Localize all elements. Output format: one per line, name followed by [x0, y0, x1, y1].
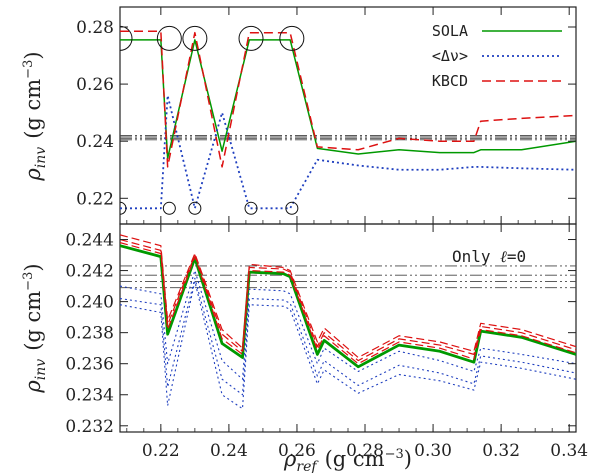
top-y-tick-label-3: 0.28	[76, 18, 114, 38]
circle-marker-5	[120, 201, 127, 215]
xlabel-exp: −3	[385, 447, 404, 462]
xlabel-close: )	[404, 447, 412, 471]
bottom-ylabel-close: )	[21, 263, 45, 271]
top-y-tick-label-1: 0.24	[76, 132, 114, 152]
svg-text:ρinv(g cm−3): ρinv (g cm−3)	[21, 263, 49, 393]
bottom-ylabel-units: (g cm	[21, 291, 45, 351]
bot-series-kbcd-upper	[120, 234, 576, 359]
top-panel: 0.22 0.24 0.26 0.28 ρinv (g cm−3) SOLA <Δν> …	[21, 6, 577, 225]
bot-y-tick-label-5: 0.242	[65, 262, 114, 282]
x-tick-label-3: 0.28	[346, 441, 384, 461]
top-ylabel-exp: −3	[21, 60, 36, 79]
x-tick-label-6: 0.34	[550, 441, 588, 461]
annotation-symbol: ℓ	[500, 247, 507, 266]
bottom-ylabel-sub: inv	[33, 359, 49, 380]
x-tick-label-2: 0.26	[278, 441, 316, 461]
top-y-tick-label-0: 0.22	[76, 189, 114, 209]
top-series-dnu	[120, 94, 576, 210]
circle-marker-7	[188, 201, 202, 215]
annotation-rest: =0	[507, 247, 526, 266]
bot-series-dnu-3	[120, 280, 576, 410]
circle-marker-0	[120, 25, 133, 51]
only-l0-annotation: Only ℓ=0	[452, 247, 526, 266]
bottom-ticks: 0.22 0.24 0.26 0.28 0.30 0.32 0.34 0.232 0.234 0.…	[65, 224, 588, 461]
top-series-kbcd	[120, 30, 576, 168]
top-frame	[119, 6, 577, 225]
circle-marker-2	[182, 25, 208, 51]
svg-text:ρinv(g cm−3): ρinv (g cm−3)	[21, 51, 49, 181]
bot-series-dnu-1	[120, 270, 576, 380]
bottom-y-axis-label: ρinv (g cm−3)	[21, 263, 49, 393]
top-ylabel-units: (g cm	[21, 79, 45, 139]
circle-marker-9	[285, 201, 299, 215]
x-tick-label-5: 0.32	[482, 441, 520, 461]
bottom-panel: 0.22 0.24 0.26 0.28 0.30 0.32 0.34 0.232 0.234 0.…	[21, 223, 588, 473]
top-y-tick-label-2: 0.26	[76, 75, 114, 95]
bot-y-tick-label-1: 0.234	[65, 386, 114, 406]
bot-y-tick-label-2: 0.236	[65, 355, 114, 375]
xlabel-rho: ρ	[283, 447, 297, 471]
circle-marker-4	[279, 25, 305, 51]
legend: SOLA <Δν> KBCD	[432, 22, 562, 90]
bot-series-kbcd-lower	[120, 242, 576, 365]
legend-label-dnu: <Δν>	[432, 47, 468, 65]
xlabel-units: (g cm	[325, 447, 385, 471]
bottom-series-group	[120, 234, 576, 410]
top-series-sola	[120, 39, 576, 160]
x-axis-label: ρref (g cm−3)	[283, 447, 412, 473]
top-ticks: 0.22 0.24 0.26 0.28	[76, 7, 576, 224]
bottom-reference-lines	[120, 265, 576, 289]
top-series-group	[120, 30, 576, 210]
bot-y-tick-label-0: 0.232	[65, 417, 114, 437]
circle-marker-6	[162, 201, 176, 215]
circle-marker-3	[238, 25, 264, 51]
bot-y-tick-label-6: 0.244	[65, 231, 114, 251]
circle-marker-8	[244, 201, 258, 215]
bot-series-sola	[120, 244, 576, 369]
top-ylabel-close: )	[21, 51, 45, 59]
top-circle-markers	[120, 25, 305, 215]
legend-label-kbcd: KBCD	[432, 72, 468, 90]
bottom-ylabel-rho: ρ	[21, 380, 45, 394]
top-y-axis-label: ρinv (g cm−3)	[21, 51, 49, 181]
top-ylabel-sub: inv	[33, 147, 49, 168]
top-ylabel-rho: ρ	[21, 168, 45, 182]
legend-label-sola: SOLA	[432, 22, 468, 40]
x-tick-label-0: 0.22	[142, 441, 180, 461]
top-reference-lines	[120, 135, 576, 141]
circle-marker-1	[156, 25, 182, 51]
bottom-ylabel-exp: −3	[21, 272, 36, 291]
x-tick-label-1: 0.24	[210, 441, 248, 461]
x-tick-label-4: 0.30	[414, 441, 452, 461]
bot-y-tick-label-3: 0.238	[65, 324, 114, 344]
xlabel-sub: ref	[296, 459, 319, 473]
bot-y-tick-label-4: 0.240	[65, 293, 114, 313]
annotation-text: Only	[452, 247, 500, 266]
